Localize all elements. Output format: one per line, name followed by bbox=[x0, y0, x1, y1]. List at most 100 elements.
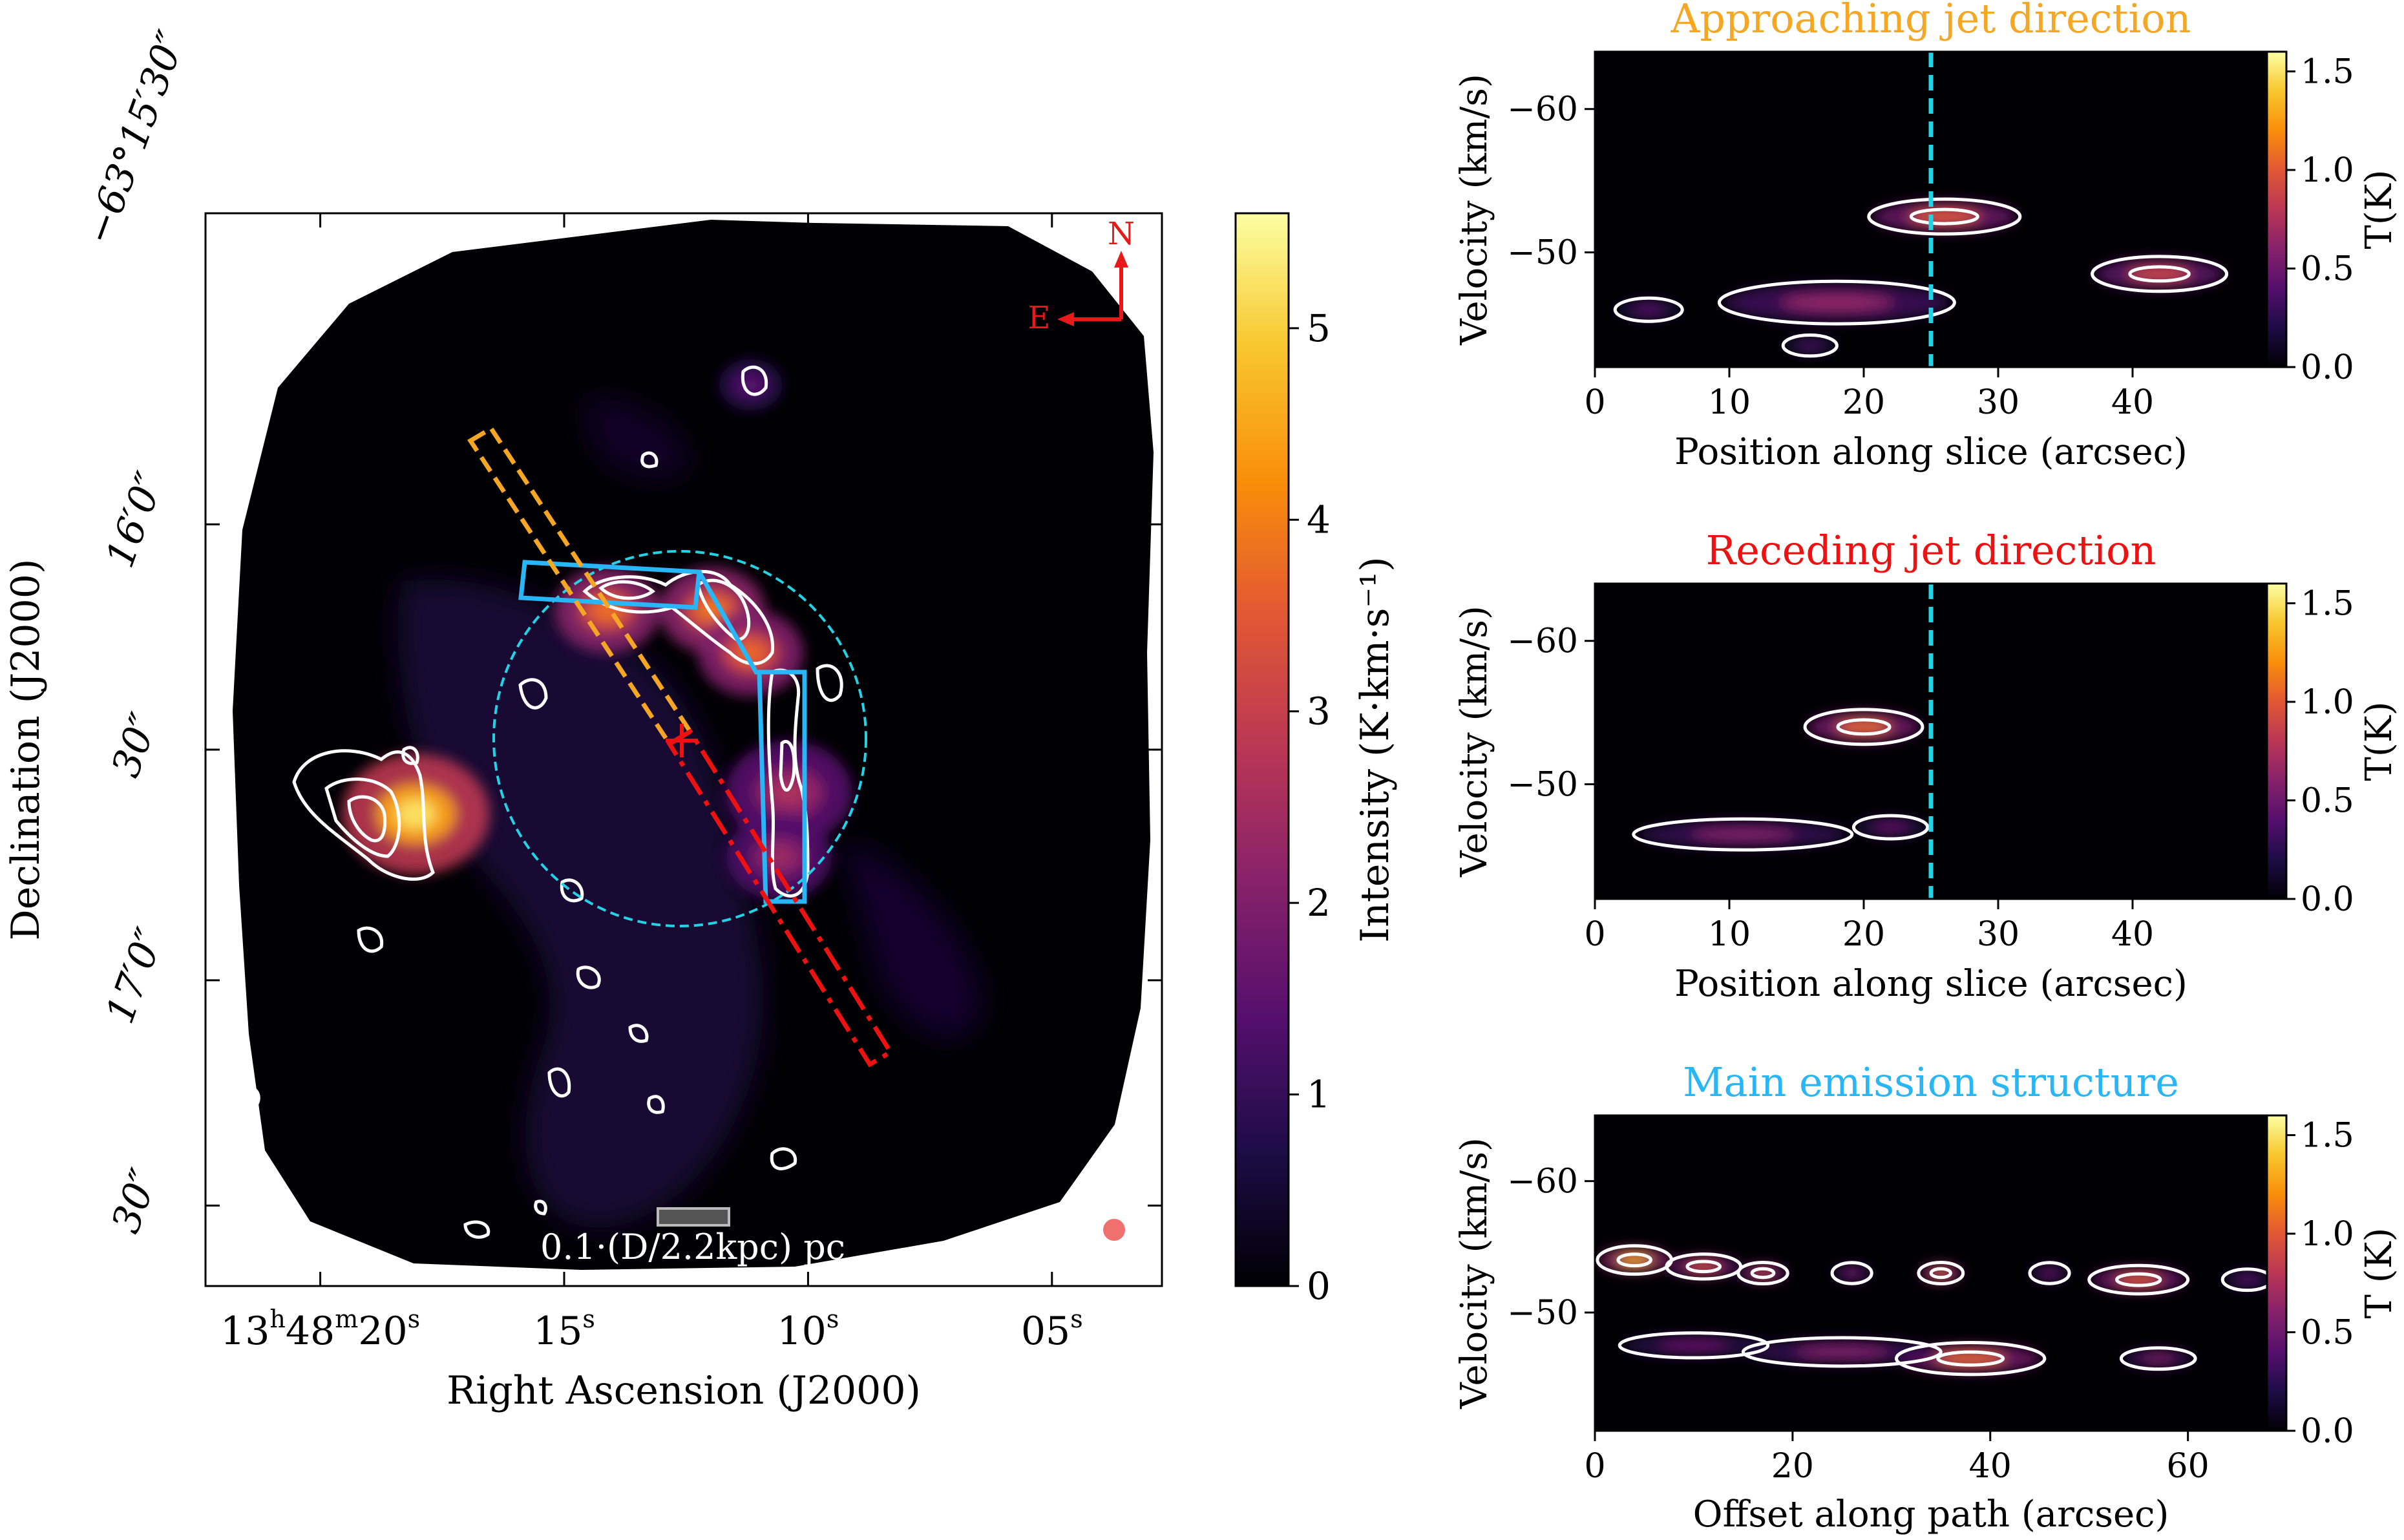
main-path-box bbox=[518, 560, 702, 610]
pv-cbar-ticklabel: 0.0 bbox=[2301, 880, 2354, 919]
map-ra-ticklabel: 10s bbox=[777, 1305, 839, 1354]
pv-yticklabel: −50 bbox=[1507, 234, 1578, 273]
pv-xticklabel: 10 bbox=[1708, 915, 1751, 954]
map-clump-peak bbox=[764, 846, 794, 868]
scale-bar bbox=[657, 1207, 730, 1227]
pv-contour bbox=[1917, 1261, 1965, 1285]
pv-xticklabel: 40 bbox=[2111, 915, 2154, 954]
intensity-map: 0.1·(D/2.2kpc) pc N E 13h48m20s 15s 10s 05s… bbox=[3, 25, 1163, 1413]
map-ra-ticklabel: 05s bbox=[1021, 1305, 1083, 1354]
pv-emission-core bbox=[1835, 719, 1892, 734]
ra-hours: 13 bbox=[220, 1309, 269, 1354]
pv-contour bbox=[1830, 1261, 1873, 1285]
map-cbar-ticklabel: 3 bbox=[1307, 690, 1331, 733]
pv-emission-core bbox=[1616, 1254, 1652, 1266]
pv-title-approaching: Approaching jet direction bbox=[1670, 0, 2191, 42]
pv-contour-inner bbox=[1929, 1267, 1952, 1280]
map-colorbar-label: Intensity (K·km·s⁻¹) bbox=[1353, 556, 1398, 942]
pv-xticklabel: 40 bbox=[1969, 1447, 2012, 1486]
map-dec-ticklabel: 30″ bbox=[103, 707, 167, 783]
pv-emission-core bbox=[2235, 1275, 2259, 1284]
pv-yticklabel: −50 bbox=[1507, 766, 1578, 805]
pv-cbar-ticklabel: 1.0 bbox=[2301, 683, 2354, 722]
pv-cbar-ticklabel: 1.0 bbox=[2301, 1215, 2354, 1254]
pv-xticklabel: 10 bbox=[1708, 383, 1751, 422]
pv-emission-core bbox=[2127, 266, 2192, 281]
pv-cbar-label-main: T (K) bbox=[2358, 1228, 2400, 1319]
pv-xlabel-main: Offset along path (arcsec) bbox=[1693, 1493, 2169, 1535]
pv-contour bbox=[2119, 1346, 2197, 1371]
pv-title-main: Main emission structure bbox=[1683, 1059, 2179, 1106]
pv-yticklabel: −60 bbox=[1507, 1163, 1578, 1201]
pv-ylabel-receding: Velocity (km/s) bbox=[1453, 606, 1495, 878]
pv-contour-inner bbox=[2128, 265, 2191, 283]
main-path-arm bbox=[697, 571, 807, 904]
pv-contour bbox=[1736, 1261, 1789, 1285]
map-cbar-ticklabel: 4 bbox=[1307, 498, 1331, 542]
pv-cbar-ticklabel: 0.0 bbox=[2301, 1412, 2354, 1451]
pv-emission-core bbox=[1780, 293, 1893, 311]
map-ylabel: Declination (J2000) bbox=[3, 559, 48, 941]
pv-yticklabel: −60 bbox=[1507, 90, 1578, 129]
pv-title-receding: Receding jet direction bbox=[1706, 527, 2156, 574]
pv-emission-core bbox=[1632, 304, 1665, 315]
compass-east: E bbox=[1028, 300, 1050, 336]
map-dec-ticklabel: 16′0″ bbox=[98, 466, 173, 573]
pv-cbar-ticklabel: 0.0 bbox=[2301, 348, 2354, 387]
pv-emission-core bbox=[1842, 1269, 1862, 1278]
pv-contour bbox=[1781, 333, 1839, 358]
pv-xlabel-receding: Position along slice (arcsec) bbox=[1674, 963, 2188, 1005]
map-xlabel: Right Ascension (J2000) bbox=[447, 1368, 921, 1413]
pv-emission-core bbox=[2040, 1269, 2060, 1278]
pv-yticklabel: −50 bbox=[1507, 1294, 1578, 1333]
pv-xlabel-approaching: Position along slice (arcsec) bbox=[1674, 431, 2188, 473]
map-cbar-ticklabel: 5 bbox=[1307, 306, 1331, 350]
pv-cbar-label-approaching: T(K) bbox=[2358, 170, 2400, 249]
map-colorbar: 0 1 2 3 4 5 Intensity (K·km·s⁻¹) bbox=[1234, 212, 1398, 1308]
pv-cbar-ticklabel: 0.5 bbox=[2301, 250, 2354, 289]
pv-xticklabel: 60 bbox=[2167, 1447, 2209, 1486]
pv-emission-core bbox=[2114, 1274, 2162, 1286]
pv-contour bbox=[1851, 814, 1930, 841]
map-cbar-ticklabel: 2 bbox=[1307, 881, 1331, 925]
pv-emission-core bbox=[1797, 341, 1823, 350]
pv-emission-core bbox=[1690, 828, 1795, 841]
pv-xticklabel: 20 bbox=[1771, 1447, 1814, 1486]
pv-contour-inner bbox=[1909, 207, 1979, 226]
pv-contour bbox=[2028, 1261, 2071, 1285]
pv-panel-main: Main emission structure 0 20 40 60 −60 −50 Of… bbox=[1453, 1059, 2400, 1535]
pv-contour-inner bbox=[1616, 1252, 1652, 1268]
pv-contour-inner bbox=[1936, 1350, 2005, 1367]
pv-cbar-ticklabel: 0.5 bbox=[2301, 782, 2354, 821]
pv-xticklabel: 20 bbox=[1842, 915, 1885, 954]
pv-emission-core bbox=[1908, 209, 1981, 224]
pv-contour bbox=[1632, 817, 1854, 852]
pv-emission-core bbox=[2140, 1354, 2177, 1363]
map-ra-ticklabel: 13h48m20s bbox=[220, 1305, 420, 1354]
beam-marker bbox=[1103, 1219, 1125, 1241]
pv-xticklabel: 0 bbox=[1584, 915, 1605, 954]
pv-xticklabel: 30 bbox=[1977, 383, 2019, 422]
approaching-jet-box bbox=[467, 425, 693, 747]
pv-contour-inner bbox=[1836, 718, 1892, 736]
pv-emission-core bbox=[1935, 1352, 2007, 1366]
map-dec-ticklabel: 30″ bbox=[103, 1163, 167, 1239]
pv-contour bbox=[2091, 255, 2229, 293]
pv-contour-inner bbox=[1685, 1260, 1722, 1274]
pv-contour bbox=[1894, 1340, 2047, 1377]
map-dec-ticklabel: −63°15′30″ bbox=[76, 25, 195, 250]
pv-xticklabel: 30 bbox=[1977, 915, 2019, 954]
pv-contour bbox=[1618, 1331, 1770, 1360]
pv-ylabel-approaching: Velocity (km/s) bbox=[1453, 74, 1495, 346]
pv-yticklabel: −60 bbox=[1507, 622, 1578, 661]
pv-contour bbox=[1613, 296, 1684, 323]
pv-contour bbox=[1741, 1336, 1943, 1368]
pv-contour-inner bbox=[2115, 1272, 2162, 1287]
pv-panel-approaching: Approaching jet direction 0 10 20 30 40 −60 −5… bbox=[1453, 0, 2400, 473]
map-ra-ticklabel: 15s bbox=[533, 1305, 595, 1354]
pv-cbar-label-receding: T(K) bbox=[2358, 702, 2400, 781]
pv-contour bbox=[1717, 279, 1956, 326]
compass: N E bbox=[1028, 216, 1135, 336]
center-cross bbox=[666, 724, 698, 757]
